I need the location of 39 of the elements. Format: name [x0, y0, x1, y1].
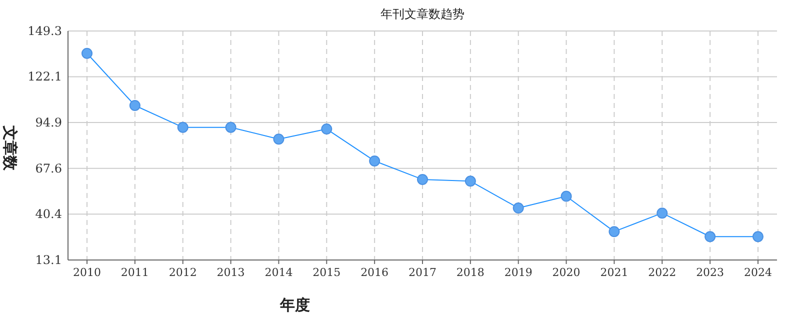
x-tick-label: 2012	[168, 266, 197, 279]
x-tick-label: 2022	[648, 266, 676, 279]
y-tick-label: 94.9	[35, 115, 62, 130]
x-axis-title: 年度	[279, 296, 310, 314]
x-tick-label: 2011	[120, 266, 149, 279]
x-tick-label: 2021	[600, 266, 628, 279]
y-tick-label: 13.1	[35, 253, 62, 267]
point	[512, 202, 524, 214]
y-tick-label: 122.1	[28, 70, 62, 84]
x-tick-label: 2014	[264, 266, 293, 279]
point	[608, 226, 620, 238]
y-tick-label: 40.4	[35, 207, 62, 222]
x-tick-label: 2023	[696, 266, 724, 279]
x-tick-label: 2024	[744, 266, 772, 279]
x-tick-label: 2019	[504, 266, 532, 279]
x-tick-label: 2020	[552, 266, 580, 279]
x-tick-label: 2015	[312, 266, 341, 279]
point	[464, 176, 476, 187]
point	[82, 48, 92, 59]
point	[560, 190, 572, 202]
point	[656, 208, 668, 219]
point	[177, 122, 188, 133]
chart-title: 年刊文章数趋势	[380, 7, 464, 21]
x-tick-label: 2016	[360, 266, 389, 279]
point	[273, 134, 284, 145]
point	[704, 231, 716, 242]
point	[225, 122, 236, 133]
x-tick-label: 2017	[408, 266, 436, 279]
y-axis-title: 文章数	[1, 124, 19, 172]
point	[417, 174, 428, 185]
x-tick-label: 2010	[73, 266, 101, 279]
point	[129, 100, 140, 111]
x-tick-label: 2018	[456, 266, 484, 279]
point	[321, 124, 332, 135]
y-tick-label: 67.6	[35, 161, 62, 176]
point	[752, 231, 764, 242]
y-tick-label: 149.3	[28, 24, 62, 38]
x-tick-label: 2013	[216, 266, 245, 279]
point	[369, 155, 380, 166]
